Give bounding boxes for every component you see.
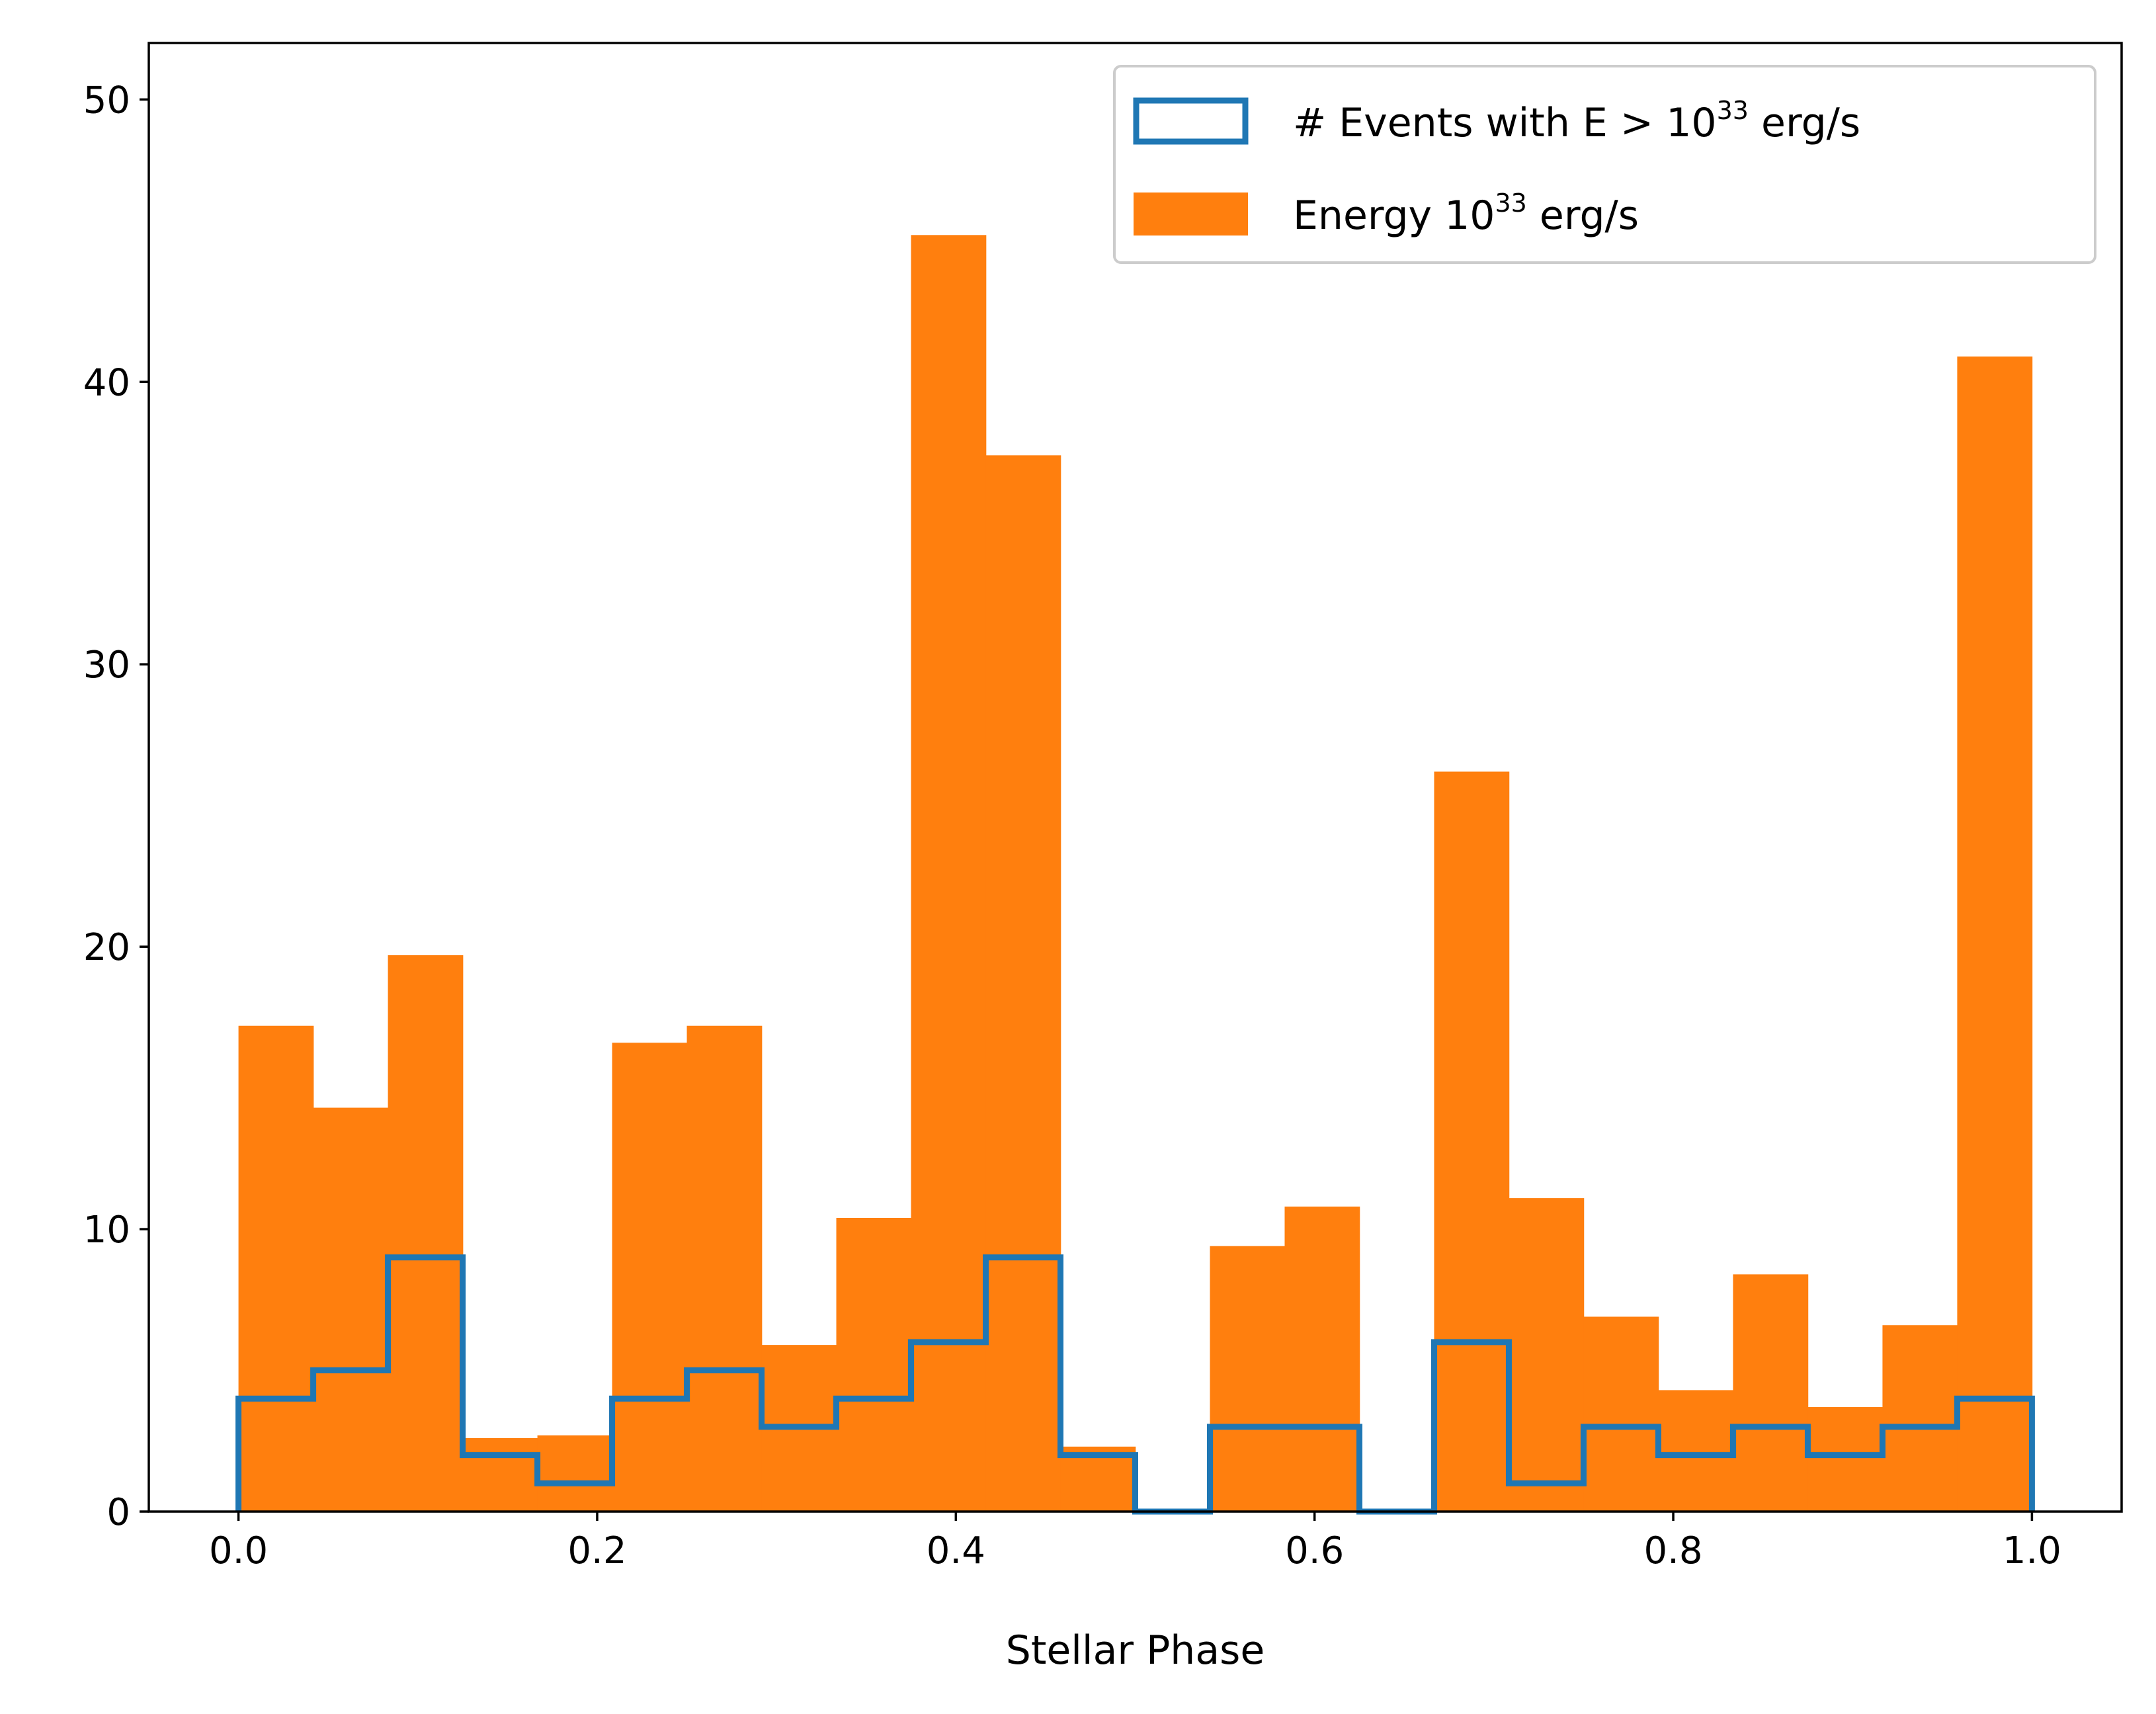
energy-bar-20: [1733, 1274, 1809, 1512]
events-step-line: [235, 1254, 2035, 1515]
y-axis-ticks: 0 10 20 30 40 50: [83, 79, 149, 1534]
energy-bar-13: [1210, 1246, 1286, 1512]
energy-bar-23: [1957, 356, 2033, 1512]
x-axis-title: Stellar Phase: [1006, 1627, 1265, 1674]
legend-box: [1113, 65, 2096, 264]
legend: # Events with E > 1033 erg/s Energy 1033 …: [1113, 65, 2096, 264]
y-tick-label: 20: [83, 926, 130, 969]
x-axis-ticks: 0.0 0.2 0.4 0.6 0.8 1.0: [209, 1512, 2061, 1572]
energy-bar-5: [612, 1043, 688, 1512]
energy-bar-19: [1658, 1390, 1734, 1512]
y-tick-label: 0: [106, 1491, 130, 1534]
x-tick-label: 0.4: [927, 1529, 985, 1572]
energy-bar-8: [836, 1218, 912, 1512]
energy-bar-0: [238, 1025, 314, 1512]
x-tick-label: 0.2: [567, 1529, 626, 1572]
legend-swatch-energy: [1134, 193, 1248, 236]
energy-bar-17: [1509, 1198, 1585, 1512]
y-tick-label: 40: [83, 361, 130, 404]
energy-bar-4: [537, 1435, 613, 1512]
x-tick-label: 0.8: [1644, 1529, 1703, 1572]
x-tick-label: 1.0: [2003, 1529, 2061, 1572]
x-tick-label: 0.0: [209, 1529, 268, 1572]
legend-label-energy: Energy 1033 erg/s: [1293, 189, 1639, 239]
energy-bar-3: [462, 1438, 538, 1512]
legend-label-events: # Events with E > 1033 erg/s: [1293, 96, 1860, 146]
energy-bar-16: [1434, 771, 1510, 1512]
energy-bar-22: [1882, 1325, 1958, 1512]
energy-bar-1: [313, 1107, 389, 1512]
energy-bar-18: [1583, 1316, 1659, 1512]
axes-frame: [147, 42, 2123, 1513]
y-tick-label: 30: [83, 644, 130, 687]
energy-bar-14: [1284, 1206, 1360, 1512]
x-tick-label: 0.6: [1285, 1529, 1344, 1572]
energy-bar-2: [388, 955, 464, 1512]
energy-bar-21: [1807, 1407, 1884, 1512]
energy-bar-9: [911, 235, 987, 1512]
plot-area: [235, 235, 2035, 1515]
energy-bar-6: [686, 1025, 763, 1512]
legend-swatch-events: [1133, 97, 1249, 145]
y-tick-label: 50: [83, 79, 130, 122]
energy-bar-10: [985, 455, 1061, 1512]
y-tick-label: 10: [83, 1209, 130, 1252]
